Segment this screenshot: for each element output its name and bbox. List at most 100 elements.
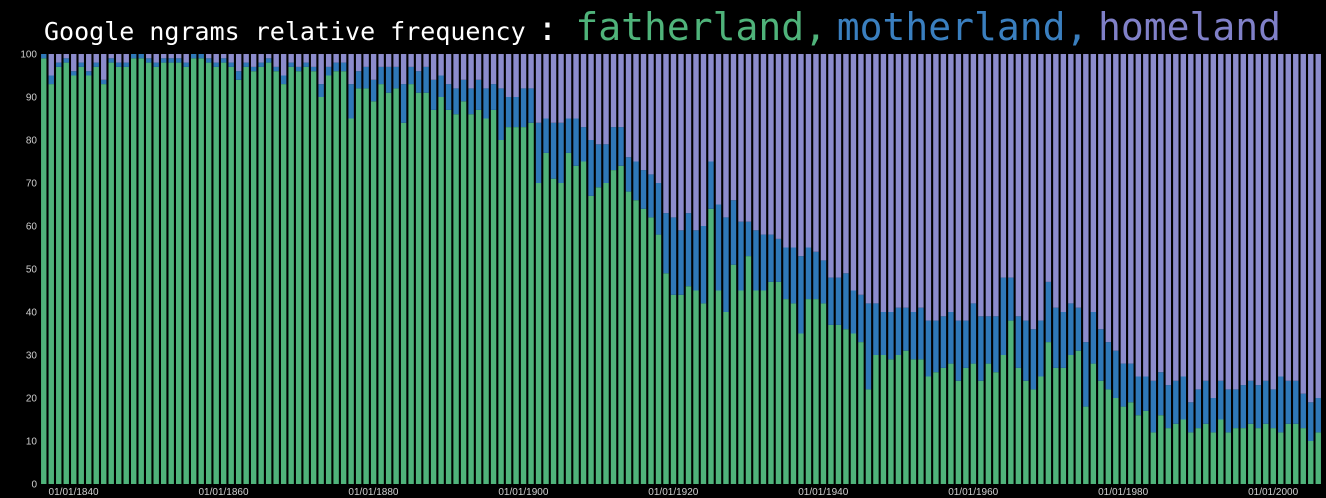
bar-homeland-1927 <box>700 54 707 226</box>
bar-motherland-1876 <box>318 84 324 97</box>
bar-homeland-1942 <box>813 54 819 252</box>
bar-homeland-1923 <box>670 54 677 218</box>
bar-homeland-1949 <box>865 54 872 304</box>
bar-homeland-2007 <box>1300 54 1306 394</box>
bar-homeland-1866 <box>243 54 249 63</box>
bar-fatherland-1880 <box>348 118 354 484</box>
bar-motherland-1893 <box>445 84 452 110</box>
bar-homeland-1907 <box>550 54 557 123</box>
bar-motherland-1988 <box>1158 372 1164 416</box>
bar-fatherland-1927 <box>700 303 707 484</box>
x-tick-label: 01/01/1920 <box>648 487 698 498</box>
bar-homeland-1883 <box>370 54 377 80</box>
bar-motherland-1938 <box>783 247 789 300</box>
bar-fatherland-1963 <box>970 363 977 484</box>
bar-fatherland-1975 <box>1060 367 1067 484</box>
bar-fatherland-1999 <box>1240 428 1246 484</box>
bar-homeland-2005 <box>1285 54 1291 381</box>
bar-fatherland-1951 <box>880 355 887 484</box>
bar-fatherland-1882 <box>363 88 369 485</box>
bar-motherland-1908 <box>558 122 564 183</box>
bar-homeland-1970 <box>1023 54 1029 321</box>
bar-fatherland-1980 <box>1098 380 1104 484</box>
bar-homeland-1991 <box>1180 54 1187 377</box>
bar-motherland-1871 <box>280 75 287 85</box>
bar-motherland-1899 <box>490 84 497 110</box>
bar-motherland-1900 <box>498 88 504 140</box>
bar-motherland-2004 <box>1278 376 1284 433</box>
bar-homeland-1842 <box>63 54 69 59</box>
bar-fatherland-1947 <box>850 333 857 484</box>
bar-motherland-1944 <box>828 277 834 325</box>
bar-fatherland-1917 <box>625 191 632 484</box>
x-axis: 01/01/1840 01/01/1860 01/01/1880 01/01/1900… <box>49 487 1299 498</box>
bar-homeland-1911 <box>580 54 587 128</box>
bar-fatherland-1966 <box>993 372 999 484</box>
bar-fatherland-1870 <box>273 71 279 484</box>
bar-fatherland-1873 <box>295 71 302 484</box>
bar-fatherland-1918 <box>633 200 639 484</box>
bar-fatherland-1938 <box>783 299 789 484</box>
bar-motherland-1982 <box>1113 350 1119 398</box>
bar-fatherland-1998 <box>1233 428 1239 484</box>
bar-motherland-1852 <box>138 54 144 59</box>
bar-homeland-1872 <box>288 54 294 63</box>
bar-motherland-2009 <box>1315 398 1321 433</box>
bar-homeland-1886 <box>393 54 399 67</box>
bar-homeland-1998 <box>1233 54 1239 390</box>
bar-motherland-1895 <box>460 79 467 102</box>
bar-motherland-1888 <box>408 66 414 85</box>
bar-fatherland-1890 <box>423 92 429 484</box>
bar-motherland-1910 <box>573 118 579 166</box>
bar-fatherland-1978 <box>1083 406 1089 484</box>
bar-motherland-1920 <box>648 174 654 218</box>
bar-motherland-2007 <box>1300 393 1306 429</box>
bar-fatherland-1859 <box>190 58 197 485</box>
bar-fatherland-1950 <box>873 355 879 484</box>
bar-fatherland-1933 <box>745 256 752 484</box>
bar-homeland-1969 <box>1015 54 1022 317</box>
bar-motherland-1934 <box>753 230 759 291</box>
title-word-fatherland: fatherland, <box>575 5 827 49</box>
bar-fatherland-1892 <box>438 97 444 484</box>
bar-homeland-1901 <box>505 54 512 97</box>
bar-motherland-1945 <box>835 277 842 325</box>
bar-motherland-1970 <box>1023 320 1029 381</box>
bar-fatherland-1993 <box>1195 428 1201 484</box>
bar-motherland-1961 <box>955 320 962 381</box>
bar-homeland-1857 <box>176 54 182 59</box>
bar-homeland-1893 <box>445 54 452 85</box>
bar-fatherland-1939 <box>790 303 797 484</box>
bar-homeland-1971 <box>1030 54 1037 330</box>
bar-motherland-1999 <box>1240 385 1246 429</box>
bar-homeland-1892 <box>438 54 444 76</box>
x-tick-label: 01/01/1860 <box>198 487 248 498</box>
bar-fatherland-1919 <box>640 208 647 485</box>
y-tick-label: 40 <box>26 308 38 319</box>
bar-motherland-1847 <box>101 79 107 85</box>
bar-motherland-1965 <box>985 316 992 364</box>
bar-homeland-1968 <box>1008 54 1014 278</box>
bar-fatherland-1845 <box>86 75 92 484</box>
y-axis: 0 10 20 30 40 50 60 70 80 90 100 <box>20 50 37 491</box>
bar-motherland-2005 <box>1285 380 1291 424</box>
bar-fatherland-1894 <box>453 114 459 484</box>
bar-motherland-1997 <box>1225 389 1231 433</box>
bar-fatherland-1911 <box>580 161 587 484</box>
bar-fatherland-1847 <box>101 84 107 484</box>
bar-motherland-1947 <box>850 290 857 334</box>
bar-homeland-1868 <box>258 54 264 63</box>
bar-motherland-1928 <box>708 161 714 209</box>
bar-homeland-1871 <box>280 54 287 76</box>
bar-homeland-1948 <box>858 54 864 295</box>
bar-fatherland-1840 <box>48 84 54 484</box>
bar-fatherland-1884 <box>378 84 384 484</box>
bar-motherland-1865 <box>235 71 242 80</box>
bar-fatherland-1875 <box>310 71 317 484</box>
bar-fatherland-1898 <box>483 118 489 484</box>
bar-homeland-2001 <box>1255 54 1261 386</box>
bar-motherland-1967 <box>1000 277 1007 355</box>
bar-motherland-1869 <box>265 58 272 63</box>
bar-homeland-1982 <box>1113 54 1119 351</box>
bar-motherland-1846 <box>93 62 99 67</box>
